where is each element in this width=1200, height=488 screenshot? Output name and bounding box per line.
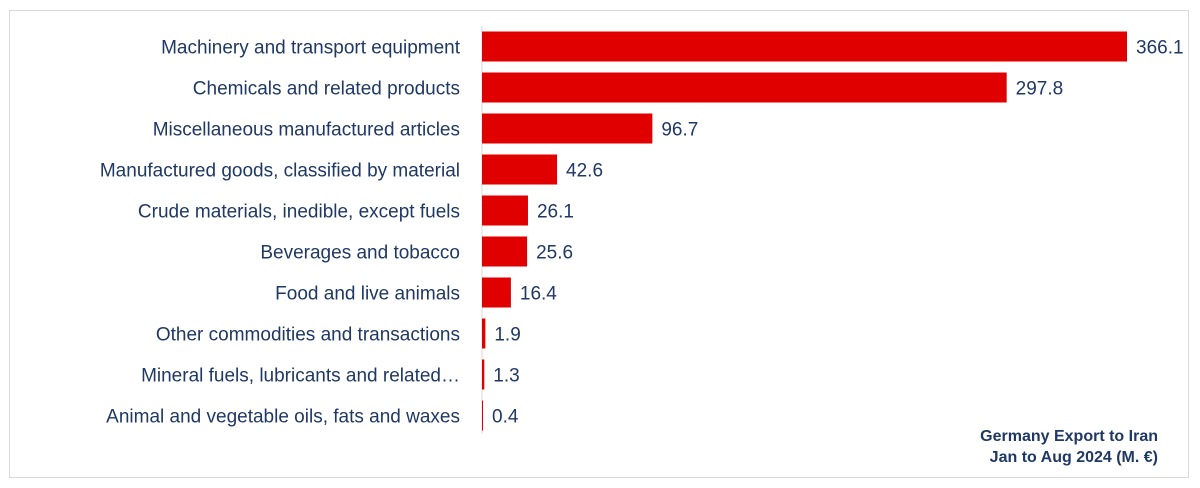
bar <box>482 113 653 144</box>
value-label: 0.4 <box>492 407 519 428</box>
category-label: Animal and vegetable oils, fats and waxe… <box>106 407 460 428</box>
category-label: Miscellaneous manufactured articles <box>153 120 460 141</box>
category-label: Chemicals and related products <box>193 79 460 100</box>
chart-title: Germany Export to Iran Jan to Aug 2024 (… <box>980 426 1158 468</box>
bar <box>482 195 528 226</box>
value-labels-group: 366.1 297.8 96.7 42.6 26.1 25.6 16.41.9 1.3 0.4 <box>492 38 1184 428</box>
chart-title-line-1: Germany Export to Iran <box>980 428 1158 445</box>
bar <box>482 318 486 349</box>
category-label: Machinery and transport equipment <box>161 38 461 59</box>
value-label: 366.1 <box>1136 38 1184 59</box>
chart-title-line-2: Jan to Aug 2024 (M. €) <box>989 449 1158 466</box>
category-label: Mineral fuels, lubricants and related… <box>141 366 460 387</box>
value-label: 297.8 <box>1016 79 1064 100</box>
category-labels-group: Machinery and transport equipment Chemica… <box>100 38 461 428</box>
value-label: 96.7 <box>661 120 698 141</box>
bar <box>482 154 558 185</box>
value-label: 1.3 <box>493 366 519 387</box>
category-label: Other commodities and transactions <box>156 325 460 346</box>
category-label: Manufactured goods, classified by materi… <box>100 161 460 182</box>
bar <box>482 72 1007 103</box>
category-label: Food and live animals <box>275 284 460 305</box>
value-label: 42.6 <box>566 161 603 182</box>
category-label: Beverages and tobacco <box>260 243 460 264</box>
value-label: 25.6 <box>536 243 573 264</box>
category-label: Crude materials, inedible, except fuels <box>138 202 460 223</box>
bar <box>482 400 483 431</box>
value-label: 16.4 <box>520 284 557 305</box>
value-label: 1.9 <box>494 325 520 346</box>
bars-group <box>482 31 1127 431</box>
bar <box>482 236 528 267</box>
bar <box>482 277 511 308</box>
bar <box>482 359 485 390</box>
value-label: 26.1 <box>537 202 574 223</box>
bar <box>482 31 1127 62</box>
